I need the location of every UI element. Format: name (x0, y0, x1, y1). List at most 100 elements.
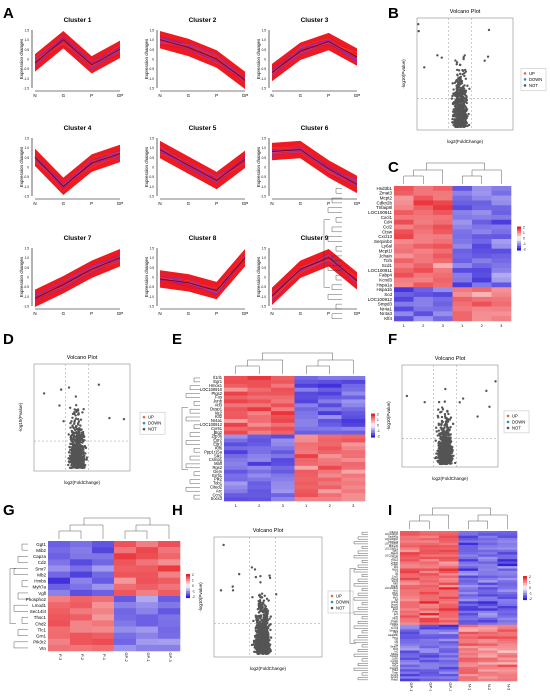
heatmap-row-label: Phospho2 (26, 597, 47, 602)
heatmap-cell (247, 438, 272, 443)
heatmap-cell (478, 664, 498, 668)
heatmap-legend-label: -2 (377, 435, 380, 439)
heatmap-cell (419, 676, 440, 679)
heatmap-cell (271, 434, 295, 439)
heatmap-cell (478, 589, 498, 593)
heatmap-col-dendrogram (403, 175, 424, 184)
heatmap-cell (400, 636, 420, 640)
heatmap-cell (433, 253, 453, 259)
heatmap-cell (294, 469, 319, 474)
heatmap-row-dendrogram (193, 377, 200, 383)
cluster-x-tick: N (270, 93, 273, 98)
heatmap-cell (458, 678, 479, 682)
volcano-point (258, 600, 261, 603)
heatmap-cell (247, 379, 272, 385)
heatmap-legend-label: -2 (192, 595, 195, 599)
volcano-point (457, 84, 461, 87)
heatmap-cell (439, 676, 459, 679)
volcano-point (462, 90, 465, 93)
volcano-point (462, 55, 465, 59)
heatmap-cell (419, 659, 440, 663)
volcano-point (122, 417, 126, 421)
heatmap-cell (224, 430, 248, 435)
cluster-band (35, 248, 120, 307)
heatmap-cell (433, 205, 453, 211)
heatmap-cell (400, 606, 420, 609)
heatmap-cell (224, 407, 248, 412)
heatmap-cell (70, 638, 93, 646)
heatmap-cell (478, 638, 498, 642)
heatmap-cell (136, 547, 159, 554)
volcano-point (250, 566, 254, 569)
cluster-title: Cluster 3 (301, 17, 329, 24)
heatmap-cell (92, 632, 115, 640)
heatmap-cell (400, 547, 420, 551)
heatmap-cell (394, 287, 414, 293)
heatmap-cell (497, 678, 518, 682)
heatmap-cell (439, 671, 459, 675)
volcano-point (257, 652, 260, 655)
volcano-point (449, 441, 452, 444)
heatmap-cell (472, 239, 492, 245)
heatmap-cell (400, 624, 420, 628)
heatmap-legend-label: 2 (529, 575, 531, 579)
heatmap-row-dendrogram (181, 407, 188, 470)
heatmap-row-label: Ggt1 (36, 542, 46, 547)
volcano-point (459, 78, 462, 82)
heatmap-cell (458, 589, 479, 593)
volcano-point (82, 433, 85, 437)
cluster-y-tick: -1.5 (261, 195, 267, 199)
volcano-point (71, 416, 74, 420)
cluster-band (272, 248, 357, 306)
heatmap-row-dendrogram (21, 580, 28, 588)
cluster-y-label: Expression changes (19, 256, 24, 297)
heatmap-legend-swatch (186, 578, 190, 582)
heatmap-legend-swatch (517, 240, 521, 244)
heatmap-cell (394, 272, 414, 278)
heatmap-cell (472, 243, 492, 249)
heatmap-cell (400, 535, 420, 539)
heatmap-cell (224, 450, 248, 455)
heatmap-cell (491, 239, 512, 245)
heatmap-cell (452, 210, 473, 216)
cluster-y-tick: 1.5 (262, 137, 267, 141)
heatmap-cell (497, 587, 518, 590)
heatmap-cell (458, 613, 479, 616)
heatmap-cell (341, 450, 366, 455)
heatmap-row-dendrogram (357, 564, 368, 568)
heatmap-cell (419, 648, 440, 651)
heatmap-cell (439, 580, 459, 583)
heatmap-cell (92, 638, 115, 646)
cluster-title: Cluster 2 (189, 17, 217, 24)
heatmap-cell (341, 387, 366, 392)
heatmap-cell (478, 666, 498, 670)
volcano-point (447, 426, 450, 429)
heatmap-cell (419, 594, 440, 597)
heatmap-cell (478, 580, 498, 583)
heatmap-cell (92, 559, 115, 566)
volcano-point (464, 118, 467, 121)
heatmap-cell (458, 641, 479, 644)
heatmap-cell (458, 652, 479, 656)
heatmap-cell (318, 407, 342, 412)
cluster-gene-line (34, 45, 121, 66)
heatmap-cell (400, 603, 420, 607)
heatmap-cell (400, 617, 420, 621)
heatmap-cell (318, 403, 342, 408)
heatmap-cell (472, 277, 492, 283)
cluster-y-label: Expression changes (144, 146, 149, 187)
volcano-legend-label: DOWN (529, 77, 542, 82)
heatmap-cell (271, 485, 295, 490)
heatmap-cell (400, 601, 420, 604)
heatmap-cell (394, 267, 414, 274)
heatmap-cell (224, 391, 248, 396)
heatmap-cell (478, 648, 498, 651)
cluster-y-tick: 0.5 (25, 156, 30, 160)
heatmap-cell (419, 657, 440, 661)
cluster-gene-line (159, 148, 246, 181)
heatmap-cell (394, 311, 414, 317)
heatmap-cell (497, 662, 518, 665)
volcano-point (255, 645, 259, 648)
heatmap-cell (478, 631, 498, 635)
heatmap-cell (318, 446, 342, 451)
